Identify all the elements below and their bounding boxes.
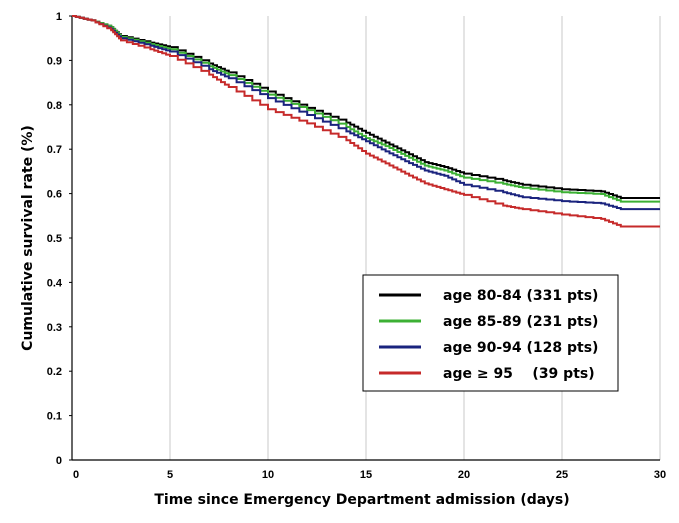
y-tick-label: 0.9 [47, 55, 62, 67]
y-tick-label: 0.4 [47, 277, 63, 289]
x-tick-label: 30 [654, 469, 666, 481]
legend-label: age 90-94 (128 pts) [443, 340, 598, 356]
axes [69, 15, 660, 461]
x-tick-label: 0 [73, 469, 79, 481]
y-tick-label: 0.3 [47, 322, 62, 334]
x-tick-label: 15 [360, 469, 372, 481]
x-tick-label: 5 [167, 469, 173, 481]
legend: age 80-84 (331 pts) age 85-89 (231 pts) ag… [362, 274, 619, 392]
y-tick-label: 0.7 [47, 144, 62, 156]
series-line-4 [72, 15, 660, 228]
y-tick-label: 0.8 [47, 100, 62, 112]
legend-label: age 85-89 (231 pts) [443, 314, 598, 330]
legend-label: age ≥ 95 (39 pts) [443, 366, 595, 382]
x-tick-label: 20 [458, 469, 470, 481]
y-tick-label: 0.6 [47, 189, 62, 201]
legend-label: age 80-84 (331 pts) [443, 288, 598, 304]
y-tick-label: 0 [56, 455, 62, 467]
x-axis-label: Time since Emergency Department admissio… [154, 492, 569, 508]
series-lines [72, 15, 660, 228]
x-tick-label: 25 [556, 469, 568, 481]
y-tick-label: 1 [56, 11, 62, 23]
y-tick-label: 0.2 [47, 366, 62, 378]
tick-labels: 0 5 10 15 20 25 30 0 0.1 0.2 0.3 0.4 0.5 0.6 0.7 0.8 0.9… [47, 11, 666, 481]
y-tick-label: 0.1 [47, 411, 62, 423]
y-tick-label: 0.5 [47, 233, 62, 245]
x-tick-label: 10 [262, 469, 274, 481]
series-line-3 [72, 15, 660, 211]
y-axis-label: Cumulative survival rate (%) [20, 125, 36, 351]
